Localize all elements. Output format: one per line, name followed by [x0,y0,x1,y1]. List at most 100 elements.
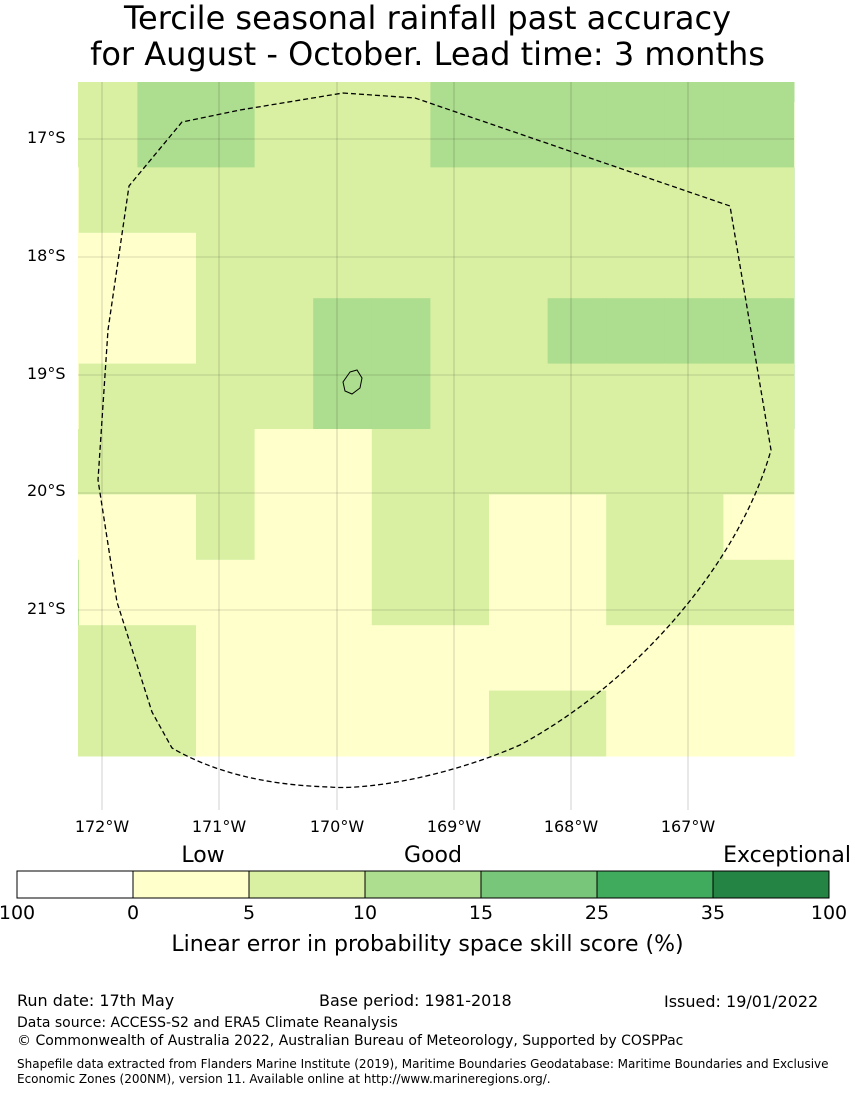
skill-cell [254,82,314,103]
lon-label-169w: 169°W [426,817,482,836]
skill-cell [723,690,783,757]
skill-cell [794,690,795,757]
skill-cell [489,232,549,299]
skill-cell [78,298,138,365]
skill-cell [78,167,80,234]
skill-cell [782,298,795,365]
skill-cell [78,82,138,103]
skill-cell [547,167,607,234]
skill-cell [547,298,607,365]
skill-cell [371,363,431,430]
skill-cell [664,429,724,495]
skill-cell [723,494,783,561]
skill-cell [254,429,314,495]
skill-cell [547,429,607,495]
skill-cell [254,559,314,626]
skill-cell [782,232,795,299]
colorbar-category-low: Low [181,843,225,868]
skill-cell [794,82,795,103]
colorbar-segment-4 [365,871,481,898]
skill-cell [78,232,138,299]
skill-cell [371,102,431,168]
skill-cell [489,559,549,626]
skill-cell [723,559,783,626]
skill-cell [489,625,549,692]
skill-cell [782,625,795,692]
colorbar-category-good: Good [404,843,462,868]
lat-label-17s: 17°S [27,128,66,147]
skill-cell [313,167,373,234]
skill-cell [78,429,80,495]
skill-cell [782,363,795,430]
skill-cell [78,298,80,365]
skill-cell [254,102,314,168]
colorbar-tick: 35 [700,902,726,924]
skill-cell [664,559,724,626]
skill-cell [547,82,607,103]
skill-cell [78,429,138,495]
skill-cell [664,298,724,365]
skill-cell [196,167,256,234]
skill-cell [547,690,607,757]
skill-cell [794,298,795,365]
skill-cell [430,559,490,626]
skill-cell [606,232,666,299]
skill-cell [137,82,197,103]
skill-cell [606,559,666,626]
skill-cell [794,102,795,168]
skill-cell [606,167,666,234]
colorbar-segment-6 [597,871,713,898]
issued-date: Issued: 19/01/2022 [664,992,819,1011]
lat-label-18s: 18°S [27,246,66,265]
skill-cell [547,494,607,561]
skill-cell [78,102,138,168]
skill-cell [782,494,795,561]
skill-cell [723,102,783,168]
skill-cell [196,429,256,495]
skill-cell [430,625,490,692]
skill-cell [547,102,607,168]
data-source: Data source: ACCESS-S2 and ERA5 Climate … [17,1015,398,1031]
skill-cell [723,429,783,495]
skill-cell [313,625,373,692]
skill-cell [794,167,795,234]
colorbar-title: Linear error in probability space skill … [171,932,684,957]
skill-cell [489,363,549,430]
skill-cell [137,167,197,234]
skill-cell [78,625,138,692]
colorbar-segment-7 [713,871,829,898]
skill-cell [371,494,431,561]
lon-label-172w: 172°W [74,817,130,836]
skill-cell [782,82,795,103]
skill-cell [782,102,795,168]
skill-cell [313,363,373,430]
skill-cell [489,429,549,495]
skill-cell [430,102,490,168]
skill-cell [78,690,80,757]
skill-cell [254,298,314,365]
skill-cell [254,625,314,692]
skill-cell [489,298,549,365]
colorbar-segment-1 [17,871,133,898]
skill-cell [196,559,256,626]
niue-island-outline [342,369,363,395]
skill-cell [606,298,666,365]
skill-cell [313,102,373,168]
skill-cell [254,232,314,299]
colorbar-tick: 0 [126,902,140,924]
skill-cell [794,429,795,495]
skill-cell [664,625,724,692]
skill-cell [78,690,138,757]
colorbar-tick: 15 [468,902,494,924]
skill-cell [782,429,795,495]
colorbar-tick: 10 [352,902,378,924]
skill-cell [313,82,373,103]
skill-cell [196,690,256,757]
skill-cell [371,429,431,495]
skill-cell [137,625,197,692]
skill-cell [606,494,666,561]
skill-cell [430,494,490,561]
skill-cell [78,232,80,299]
skill-cell [313,690,373,757]
skill-cell [137,298,197,365]
